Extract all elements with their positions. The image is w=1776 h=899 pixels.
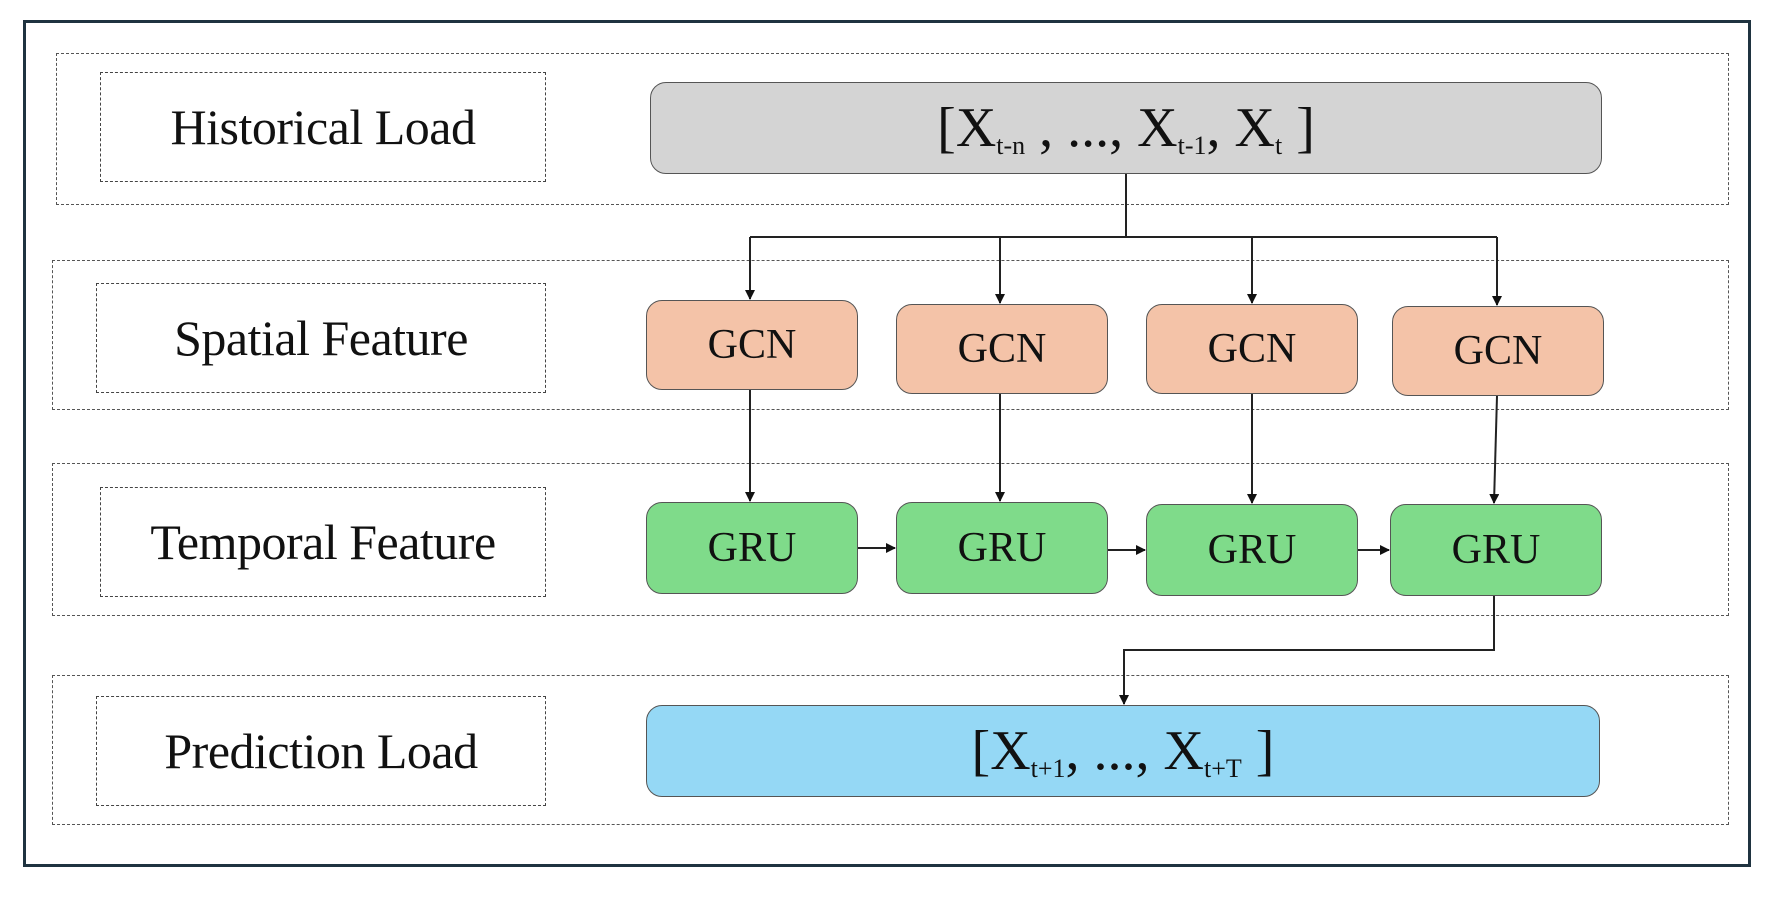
label-prediction-load: Prediction Load — [96, 696, 546, 806]
label-spatial-feature: Spatial Feature — [96, 283, 546, 393]
gru-node-3: GRU — [1146, 504, 1358, 596]
band-spatial — [52, 260, 1729, 410]
gcn-node-4: GCN — [1392, 306, 1604, 396]
gru-node-2: GRU — [896, 502, 1108, 594]
gcn-node-3: GCN — [1146, 304, 1358, 394]
input-sequence-text: [Xt-n , ..., Xt-1, Xt ] — [937, 96, 1315, 160]
band-historical — [56, 53, 1729, 205]
gcn-node-2: GCN — [896, 304, 1108, 394]
gcn-node-1: GCN — [646, 300, 858, 390]
gru-node-1: GRU — [646, 502, 858, 594]
gru-node-4: GRU — [1390, 504, 1602, 596]
output-sequence-box: [Xt+1, ..., Xt+T ] — [646, 705, 1600, 797]
band-prediction — [52, 675, 1729, 825]
band-temporal — [52, 463, 1729, 616]
input-sequence-box: [Xt-n , ..., Xt-1, Xt ] — [650, 82, 1602, 174]
diagram-frame — [23, 20, 1751, 867]
label-historical-load: Historical Load — [100, 72, 546, 182]
output-sequence-text: [Xt+1, ..., Xt+T ] — [971, 719, 1275, 783]
label-temporal-feature: Temporal Feature — [100, 487, 546, 597]
